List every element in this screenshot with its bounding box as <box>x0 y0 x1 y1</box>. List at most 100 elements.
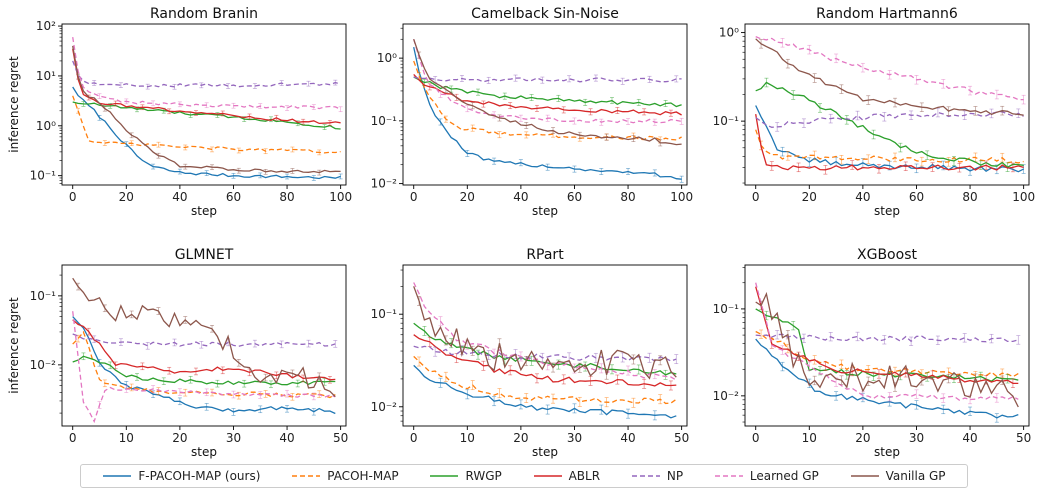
series-line-vanilla-gp <box>755 38 1024 116</box>
legend-swatch <box>103 475 132 477</box>
x-tick-label: 40 <box>279 431 294 445</box>
series-line-vanilla-gp <box>72 45 341 174</box>
series-line-np <box>755 333 1019 343</box>
axes-frame <box>744 264 1030 427</box>
y-tick-label: 10⁻² <box>371 177 398 191</box>
chart-panel-1: 0 20 40 60 80 100 10⁻¹ 10⁰ 10¹ 10² Random Branin st… <box>7 6 352 218</box>
chart-title: XGBoost <box>857 247 917 263</box>
series-line-ablr <box>72 319 336 381</box>
series-line-np <box>72 333 336 347</box>
series-line-np <box>755 111 1024 128</box>
axes-frame <box>402 23 688 186</box>
legend-swatch <box>850 475 879 477</box>
legend-label: Vanilla GP <box>885 469 946 483</box>
series-line-vanilla-gp <box>72 277 336 398</box>
x-tick-label: 20 <box>855 431 870 445</box>
legend-item-vanilla-gp: Vanilla GP <box>850 469 946 483</box>
legend-label: RWGP <box>465 469 502 483</box>
legend-swatch <box>631 475 660 477</box>
series-line-rwgp <box>755 81 1024 168</box>
legend-swatch <box>430 475 459 477</box>
chart-panel-4: 0 10 20 30 40 50 10⁻² 10⁻¹ GLMNET step inference r… <box>7 247 348 459</box>
legend: F-PACOH-MAP (ours) PACOH-MAP RWGP ABLR NP Lea… <box>80 464 968 488</box>
series-line-rwgp <box>413 322 677 376</box>
x-tick-label: 50 <box>674 431 689 445</box>
series-line-ablr <box>413 334 677 387</box>
legend-item-np: NP <box>631 469 683 483</box>
series-line-rwgp <box>755 308 1019 382</box>
y-tick-label: 10¹ <box>36 69 56 83</box>
chart-panel-2: 0 20 40 60 80 100 10⁻² 10⁻¹ 10⁰ Camelback Sin-Noi… <box>371 6 694 218</box>
legend-item-learned-gp: Learned GP <box>714 469 819 483</box>
x-tick-label: 0 <box>410 190 418 204</box>
x-tick-label: 20 <box>460 190 475 204</box>
x-tick-label: 0 <box>410 431 418 445</box>
x-tick-label: 10 <box>460 431 475 445</box>
x-tick-label: 30 <box>909 431 924 445</box>
x-tick-label: 40 <box>620 431 635 445</box>
x-axis-label: step <box>191 445 217 459</box>
legend-label: F-PACOH-MAP (ours) <box>138 469 261 483</box>
series-line-learned-gp <box>72 36 341 110</box>
x-axis-label: step <box>874 204 900 218</box>
chart-title: RPart <box>526 247 564 263</box>
x-tick-label: 20 <box>802 190 817 204</box>
x-tick-label: 20 <box>513 431 528 445</box>
x-tick-label: 80 <box>279 190 294 204</box>
x-tick-label: 80 <box>962 190 977 204</box>
chart-panel-5: 0 10 20 30 40 50 10⁻² 10⁻¹ RPart step <box>371 247 690 459</box>
series-line-np <box>413 345 677 362</box>
legend-swatch <box>714 475 743 477</box>
legend-swatch <box>533 475 562 477</box>
x-tick-label: 0 <box>752 431 760 445</box>
series-line-f-pacoh-map-ours <box>413 46 682 180</box>
x-tick-label: 50 <box>333 431 348 445</box>
chart-panel-6: 0 10 20 30 40 50 10⁻² 10⁻¹ XGBoost step <box>713 247 1032 459</box>
series-line-pacoh-map <box>72 95 341 154</box>
x-axis-label: step <box>874 445 900 459</box>
x-tick-label: 80 <box>620 190 635 204</box>
y-axis-label: inference regret <box>7 297 21 394</box>
legend-item-ablr: ABLR <box>533 469 600 483</box>
y-tick-label: 10⁻² <box>371 400 398 414</box>
legend-item-f-pacoh-map-ours: F-PACOH-MAP (ours) <box>102 469 260 483</box>
x-tick-label: 40 <box>855 190 870 204</box>
x-tick-label: 30 <box>567 431 582 445</box>
axes-frame <box>61 23 347 186</box>
series-line-np <box>413 76 682 83</box>
x-tick-label: 100 <box>670 190 693 204</box>
series-line-ablr <box>755 113 1024 171</box>
y-tick-label: 10⁻¹ <box>713 114 740 128</box>
chart-title: Camelback Sin-Noise <box>471 6 619 22</box>
x-axis-label: step <box>532 445 558 459</box>
y-tick-label: 10⁻¹ <box>30 169 57 183</box>
chart-title: Random Branin <box>150 6 258 22</box>
series-line-np <box>72 60 341 88</box>
x-tick-label: 60 <box>567 190 582 204</box>
x-tick-label: 60 <box>226 190 241 204</box>
x-tick-label: 20 <box>172 431 187 445</box>
x-tick-label: 100 <box>329 190 352 204</box>
x-tick-label: 30 <box>226 431 241 445</box>
y-tick-label: 10⁰ <box>36 119 56 133</box>
y-tick-label: 10⁰ <box>719 26 739 40</box>
legend-label: PACOH-MAP <box>327 469 399 483</box>
series-line-f-pacoh-map-ours <box>755 338 1019 419</box>
y-tick-label: 10⁻² <box>30 358 57 372</box>
y-tick-label: 10⁰ <box>377 51 397 65</box>
x-tick-label: 0 <box>69 190 77 204</box>
x-tick-label: 10 <box>119 431 134 445</box>
chart-panel-3: 0 20 40 60 80 100 10⁻¹ 10⁰ Random Hartmann6 step <box>713 6 1036 218</box>
chart-title: GLMNET <box>175 247 234 263</box>
axes-frame <box>61 264 347 427</box>
series-line-rwgp <box>72 355 336 386</box>
series-line-ablr <box>755 286 1019 385</box>
legend-label: NP <box>666 469 684 483</box>
axes-frame <box>744 23 1030 186</box>
x-tick-label: 0 <box>69 431 77 445</box>
series-line-vanilla-gp <box>413 38 682 146</box>
y-tick-label: 10⁻² <box>713 389 740 403</box>
series-line-learned-gp <box>72 311 336 424</box>
legend-item-pacoh-map: PACOH-MAP <box>291 469 399 483</box>
